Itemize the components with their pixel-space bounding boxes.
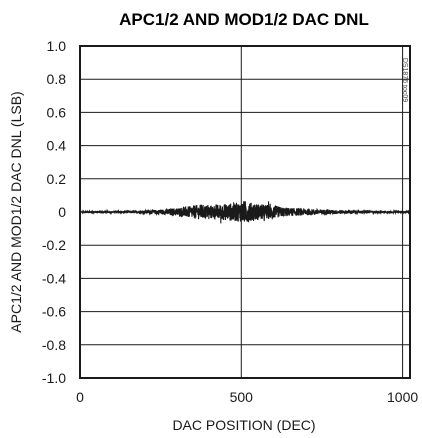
x-tick-label: 0 bbox=[76, 389, 84, 405]
x-tick-label: 500 bbox=[230, 389, 254, 405]
dnl-series-line bbox=[79, 201, 411, 224]
series-layer bbox=[79, 201, 411, 224]
y-tick-label: 0.2 bbox=[47, 171, 67, 187]
y-tick-label: -0.8 bbox=[42, 337, 66, 353]
y-tick-label: -0.4 bbox=[42, 270, 66, 286]
figure-note: DS1876 toc09 bbox=[401, 58, 408, 102]
x-tick-label: 1000 bbox=[387, 389, 418, 405]
y-tick-label: -1.0 bbox=[42, 370, 66, 386]
y-tick-label: 0.8 bbox=[47, 71, 67, 87]
y-tick-label: -0.2 bbox=[42, 237, 66, 253]
y-tick-label: -0.6 bbox=[42, 304, 66, 320]
y-tick-label: 0.6 bbox=[47, 104, 67, 120]
x-tick-labels: 0 500 1000 bbox=[76, 389, 418, 405]
x-axis-label: DAC POSITION (DEC) bbox=[172, 417, 315, 433]
chart-title: APC1/2 AND MOD1/2 DAC DNL bbox=[119, 10, 369, 29]
y-tick-labels: 1.0 0.8 0.6 0.4 0.2 0 -0.2 -0.4 -0.6 -0.8 -1.0 bbox=[42, 38, 66, 386]
plot-frame bbox=[79, 45, 411, 379]
y-tick-label: 1.0 bbox=[47, 38, 67, 54]
y-tick-label: 0.4 bbox=[47, 138, 67, 154]
y-axis-label: APC1/2 AND MOD1/2 DAC DNL (LSB) bbox=[8, 91, 24, 332]
y-tick-label: 0 bbox=[58, 204, 66, 220]
